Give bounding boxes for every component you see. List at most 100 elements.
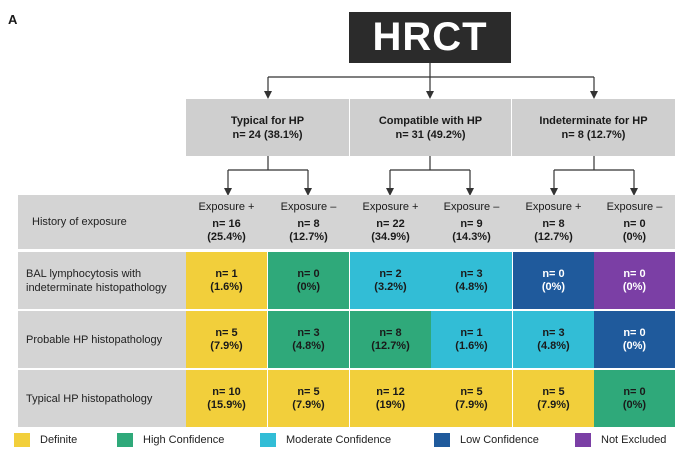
legend-label: High Confidence: [143, 434, 225, 446]
category-typical-box: Typical for HP n= 24 (38.1%): [186, 99, 349, 156]
category-count: n= 31 (49.2%): [395, 128, 466, 141]
legend-item-low-confidence: Low Confidence: [434, 432, 539, 448]
cell-pct: (0%): [622, 398, 647, 411]
exposure-cell: Exposure – n= 8 (12.7%): [268, 197, 349, 247]
cell-pct: (0%): [296, 280, 321, 293]
exposure-row-label: History of exposure: [32, 216, 127, 228]
category-count: n= 8 (12.7%): [561, 128, 626, 141]
cell-pct: (7.9%): [210, 339, 243, 352]
legend-swatch: [575, 433, 591, 447]
exposure-cell: Exposure – n= 0 (0%): [594, 197, 675, 247]
exposure-cell: Exposure + n= 8 (12.7%): [513, 197, 594, 247]
cell-pct: (0%): [541, 280, 566, 293]
cell-pct: (4.8%): [537, 339, 570, 352]
cell-count: n= 0: [542, 267, 565, 280]
exposure-row-bg: [18, 195, 675, 249]
row-label-probable: Probable HP histopathology: [26, 333, 163, 346]
exposure-cell: Exposure – n= 9 (14.3%): [431, 197, 512, 247]
legend-label: Moderate Confidence: [286, 434, 392, 446]
cell-count: n= 12: [376, 385, 405, 398]
exposure-cell: Exposure + n= 22 (34.9%): [350, 197, 431, 247]
grid-cell: n= 0 (0%): [268, 252, 349, 309]
cell-pct: (7.9%): [537, 398, 570, 411]
cell-count: n= 1: [215, 267, 238, 280]
cell-count: n= 0: [623, 267, 646, 280]
exposure-label: Exposure –: [280, 200, 337, 213]
cell-count: n= 8: [379, 326, 402, 339]
exposure-pct: (25.4%): [207, 230, 246, 243]
exposure-cell: Exposure + n= 16 (25.4%): [186, 197, 267, 247]
cell-count: n= 0: [623, 326, 646, 339]
grid-cell: n= 0 (0%): [513, 252, 594, 309]
grid-cell: n= 2 (3.2%): [350, 252, 431, 309]
cell-pct: (19%): [375, 398, 406, 411]
exposure-pct: (12.7%): [534, 230, 573, 243]
hrct-title: HRCT: [372, 15, 488, 59]
legend-item-high-confidence: High Confidence: [117, 432, 224, 448]
cell-pct: (0%): [622, 339, 647, 352]
legend-swatch: [260, 433, 276, 447]
category-compatible-box: Compatible with HP n= 31 (49.2%): [350, 99, 511, 156]
cell-pct: (3.2%): [374, 280, 407, 293]
grid-cell: n= 0 (0%): [594, 370, 675, 427]
row-label-bg: [18, 252, 186, 309]
exposure-label: Exposure +: [362, 200, 419, 213]
cell-pct: (7.9%): [292, 398, 325, 411]
cell-count: n= 3: [297, 326, 320, 339]
cell-count: n= 0: [297, 267, 320, 280]
grid-cell: n= 5 (7.9%): [186, 311, 267, 368]
cell-count: n= 5: [460, 385, 483, 398]
grid-cell: n= 3 (4.8%): [513, 311, 594, 368]
cell-pct: (15.9%): [207, 398, 246, 411]
cell-count: n= 10: [212, 385, 241, 398]
grid-cell: n= 0 (0%): [594, 252, 675, 309]
exposure-count: n= 8: [297, 217, 320, 230]
grid-cell: n= 5 (7.9%): [431, 370, 512, 427]
legend-label: Low Confidence: [460, 434, 539, 446]
exposure-pct: (0%): [622, 230, 647, 243]
grid-cell: n= 3 (4.8%): [431, 252, 512, 309]
category-count: n= 24 (38.1%): [232, 128, 303, 141]
row-label-typical: Typical HP histopathology: [26, 392, 153, 405]
exposure-count: n= 0: [623, 217, 646, 230]
cell-pct: (4.8%): [292, 339, 325, 352]
grid-cell: n= 12 (19%): [350, 370, 431, 427]
cell-pct: (0%): [622, 280, 647, 293]
legend-swatch: [434, 433, 450, 447]
legend-item-not-excluded: Not Excluded: [575, 432, 666, 448]
cell-count: n= 5: [215, 326, 238, 339]
grid-cell: n= 10 (15.9%): [186, 370, 267, 427]
exposure-label: Exposure +: [525, 200, 582, 213]
cell-pct: (4.8%): [455, 280, 488, 293]
category-name: Compatible with HP: [378, 114, 483, 127]
cell-count: n= 0: [623, 385, 646, 398]
cell-count: n= 3: [542, 326, 565, 339]
exposure-pct: (12.7%): [289, 230, 328, 243]
cell-pct: (12.7%): [371, 339, 410, 352]
panel-label: A: [8, 12, 18, 27]
grid-cell: n= 3 (4.8%): [268, 311, 349, 368]
row-label-bg: [18, 370, 186, 427]
exposure-label: Exposure –: [606, 200, 663, 213]
cell-count: n= 1: [460, 326, 483, 339]
category-name: Typical for HP: [230, 114, 305, 127]
grid-cell: n= 1 (1.6%): [431, 311, 512, 368]
legend-label: Not Excluded: [601, 434, 667, 446]
cell-count: n= 5: [297, 385, 320, 398]
category-name: Indeterminate for HP: [539, 114, 648, 127]
legend-item-moderate-confidence: Moderate Confidence: [260, 432, 391, 448]
legend-swatch: [14, 433, 30, 447]
cell-pct: (7.9%): [455, 398, 488, 411]
cell-pct: (1.6%): [210, 280, 243, 293]
legend-label: Definite: [40, 434, 78, 446]
legend-item-definite: Definite: [14, 432, 77, 448]
exposure-label: Exposure –: [443, 200, 500, 213]
cell-count: n= 2: [379, 267, 402, 280]
exposure-pct: (14.3%): [452, 230, 491, 243]
legend-swatch: [117, 433, 133, 447]
hrct-title-box: HRCT: [349, 12, 511, 63]
cell-count: n= 3: [460, 267, 483, 280]
grid-cell: n= 5 (7.9%): [513, 370, 594, 427]
cell-pct: (1.6%): [455, 339, 488, 352]
